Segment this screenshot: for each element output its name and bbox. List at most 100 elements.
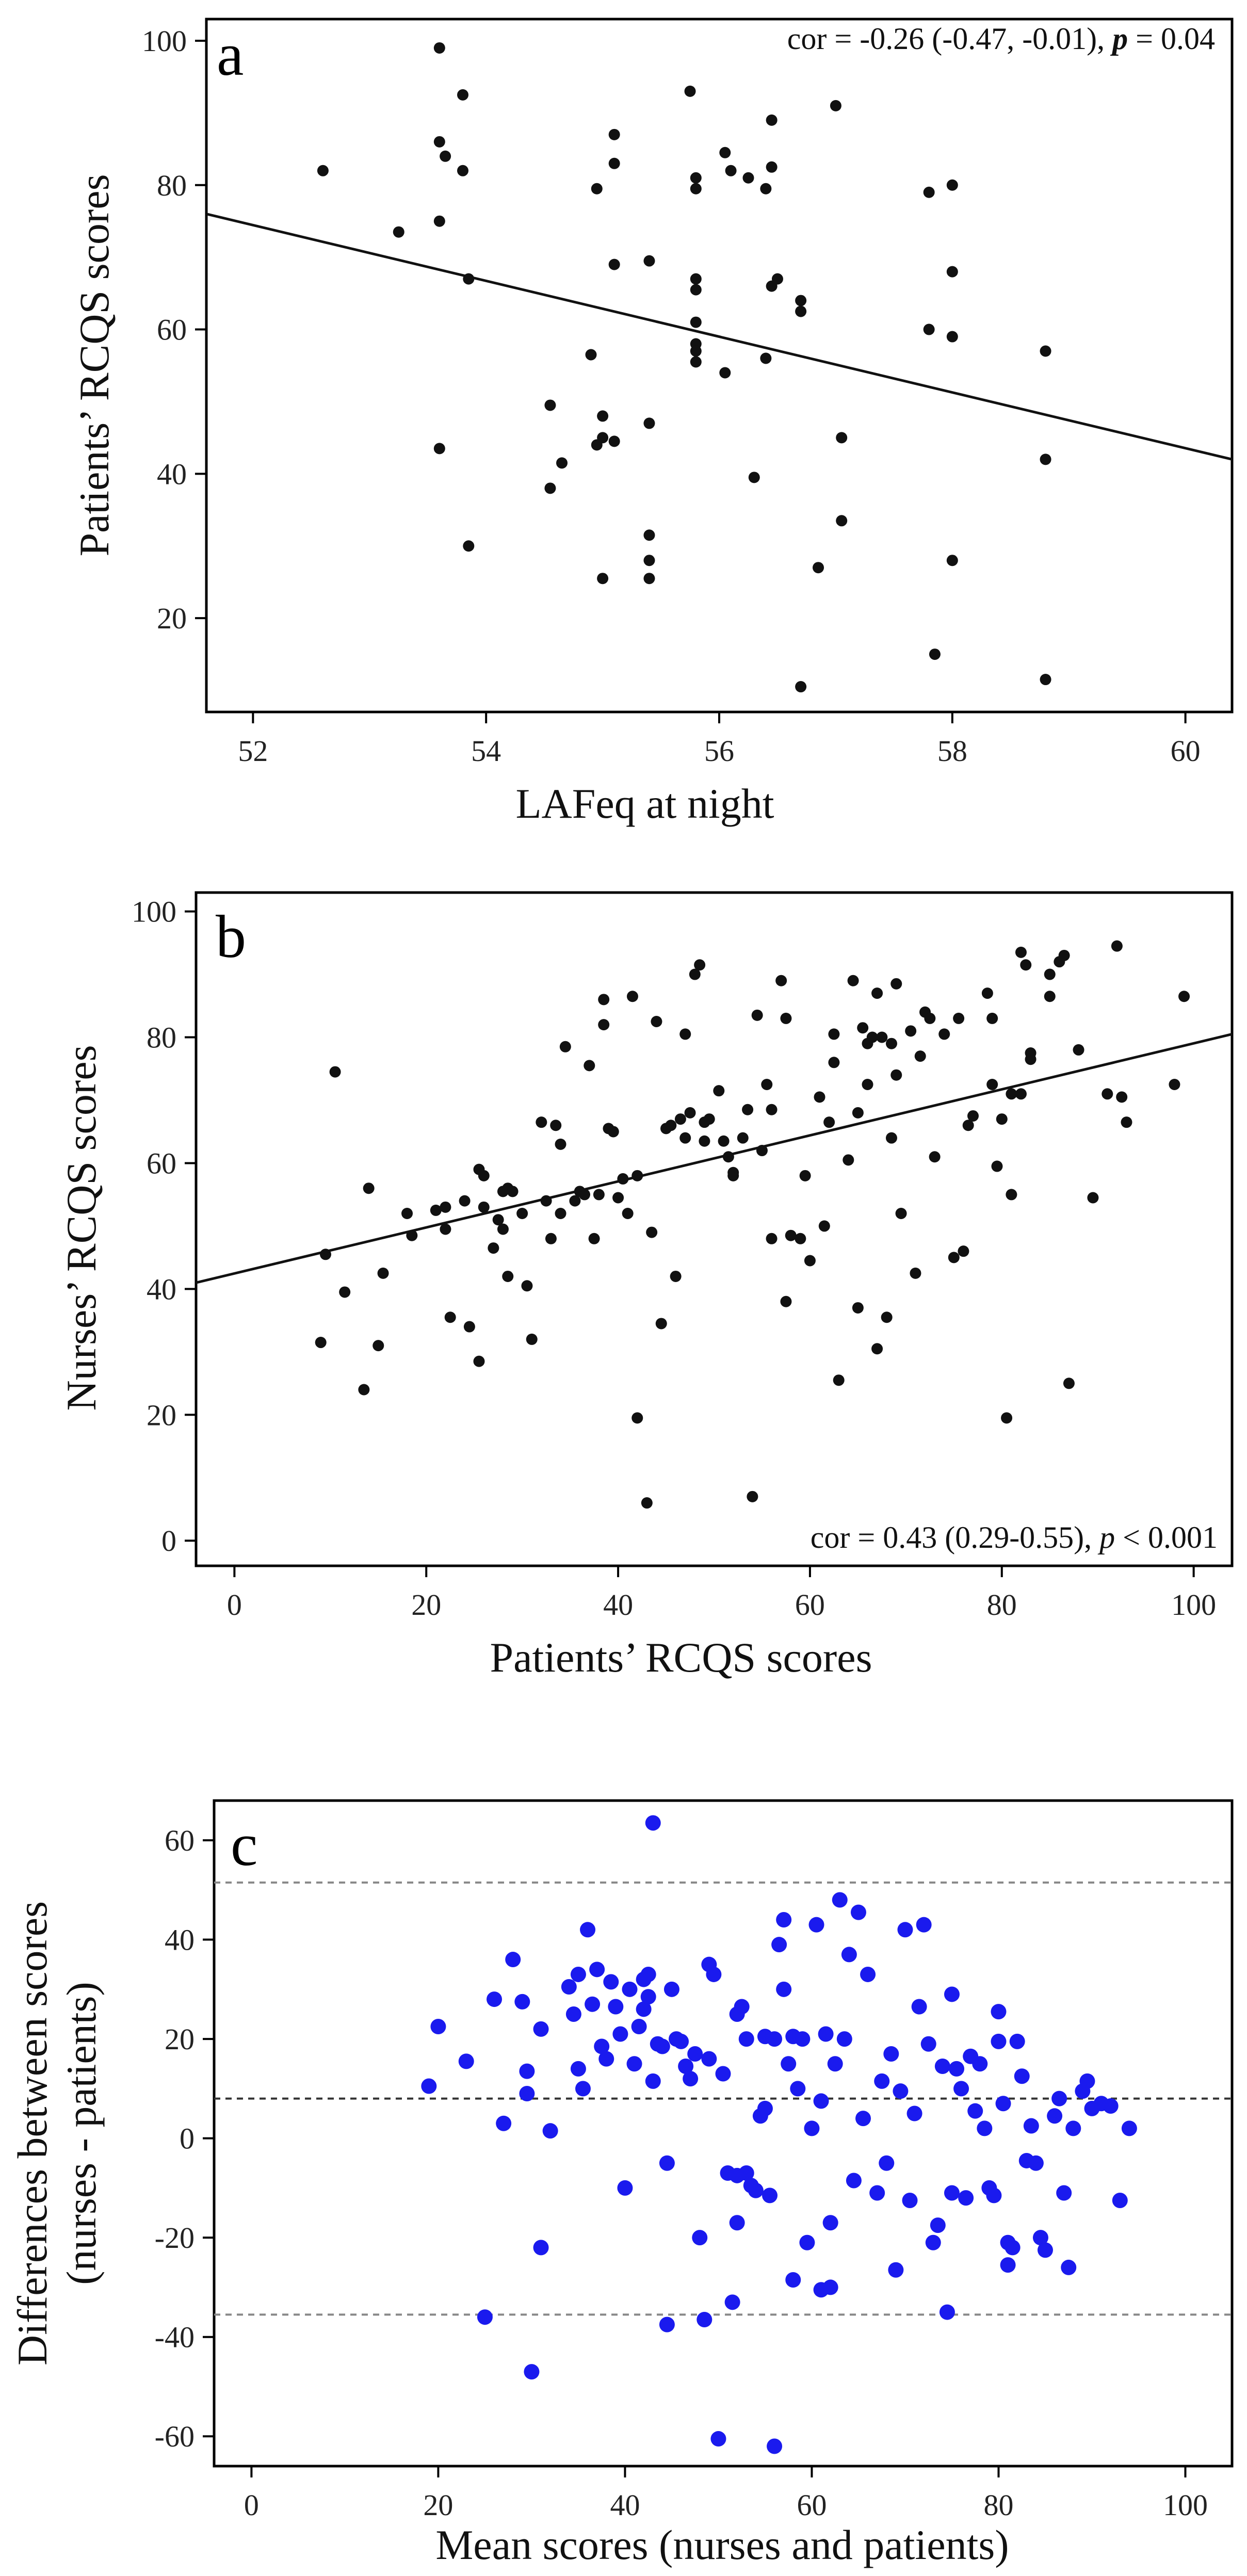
panel-c-y-tick-label: -40 <box>155 2321 195 2354</box>
panel-a-data-point <box>923 186 935 198</box>
panel-c-data-point <box>1000 2257 1016 2273</box>
panel-c-data-point <box>836 2031 852 2047</box>
panel-a-data-point <box>457 89 468 101</box>
panel-c-data-point <box>781 2056 797 2072</box>
panel-b-data-point <box>655 1318 667 1330</box>
panel-a-data-point <box>766 280 778 292</box>
panel-c-data-point <box>916 1917 932 1933</box>
panel-c-data-point <box>822 2279 838 2295</box>
panel-a-regression-line <box>206 213 1233 461</box>
panel-b-data-point <box>699 1135 710 1147</box>
panel-a-data-point <box>929 649 941 660</box>
panel-b-data-point <box>890 1069 902 1081</box>
panel-b-data-point <box>1111 940 1123 952</box>
panel-c-data-point <box>687 2046 703 2062</box>
panel-b-data-point <box>910 1267 921 1279</box>
panel-c-data-point <box>683 2071 699 2087</box>
panel-b-data-point <box>833 1374 845 1386</box>
panel-b-data-point <box>852 1107 864 1119</box>
panel-c-data-point <box>991 2004 1007 2020</box>
panel-a-data-point <box>597 573 609 585</box>
panel-a-data-point <box>766 114 778 126</box>
panel-c-data-point <box>622 1981 638 1997</box>
panel-b-data-point <box>895 1208 907 1220</box>
panel-b-data-point <box>1001 1412 1013 1424</box>
panel-a-x-tick-label: 56 <box>704 734 734 768</box>
panel-a-data-point <box>690 356 702 368</box>
panel-b-data-point <box>1087 1192 1099 1204</box>
panel-b-data-point <box>555 1138 566 1150</box>
panel-b-x-tick-label: 80 <box>987 1588 1017 1622</box>
panel-a-annotation-p: p <box>1110 22 1128 56</box>
panel-c-data-point <box>1056 2185 1072 2201</box>
panel-c-y-tick-label: -60 <box>155 2420 195 2453</box>
panel-c-data-point <box>585 1996 601 2012</box>
panel-c-plot-frame <box>213 1799 1234 2468</box>
panel-b-data-point <box>401 1208 413 1220</box>
panel-b-data-point <box>315 1337 327 1349</box>
panel-c-data-point <box>701 2051 717 2067</box>
panel-c-data-point <box>1009 2033 1025 2049</box>
panel-b-data-point <box>862 1078 873 1090</box>
panel-a-annotation-pre: cor = -0.26 (-0.47, -0.01), <box>787 22 1112 56</box>
panel-a-y-tick-label: 80 <box>157 169 187 202</box>
panel-c-data-point <box>1103 2098 1119 2114</box>
panel-c-y-tick-label: 40 <box>165 1923 195 1957</box>
panel-b-data-point <box>885 1132 897 1144</box>
panel-a-data-point <box>742 172 754 184</box>
panel-a-data-point <box>690 345 702 357</box>
panel-c-data-point <box>659 2155 675 2171</box>
panel-a-data-point <box>725 165 737 176</box>
panel-a-data-point <box>830 100 841 111</box>
panel-c-data-point <box>1023 2118 1039 2134</box>
panel-a-data-point <box>433 136 445 148</box>
panel-a-data-point <box>766 161 778 173</box>
panel-a-data-point <box>643 573 655 585</box>
panel-b-data-point <box>737 1132 749 1144</box>
panel-c-x-axis-title: Mean scores (nurses and patients) <box>435 2521 1009 2568</box>
panel-b-data-point <box>1044 968 1056 980</box>
panel-c-data-point <box>565 2006 581 2022</box>
panel-b-data-point <box>559 1041 571 1052</box>
panel-b-y-tick-label: 40 <box>147 1272 176 1306</box>
panel-b-data-point <box>948 1252 960 1263</box>
panel-a-data-point <box>690 183 702 195</box>
panel-c-data-point <box>827 2056 843 2072</box>
panel-b-data-point <box>588 1233 600 1244</box>
panel-c-data-point <box>1112 2192 1128 2208</box>
panel-b-data-point <box>598 994 610 1006</box>
panel-c-data-point <box>822 2215 838 2231</box>
panel-a-label: a <box>217 21 244 88</box>
panel-c-data-point <box>617 2180 633 2196</box>
panel-c-data-point <box>920 2036 936 2052</box>
panel-b-data-point <box>871 1343 883 1355</box>
panel-b-data-point <box>703 1113 715 1125</box>
panel-b-correlation-annotation: cor = 0.43 (0.29-0.55), p < 0.001 <box>811 1520 1218 1554</box>
panel-c-data-point <box>673 2033 689 2049</box>
panel-b-data-point <box>962 1120 974 1131</box>
panel-c-data-point <box>939 2304 955 2320</box>
panel-b-data-point <box>967 1110 979 1122</box>
panel-b-data-point <box>641 1497 653 1509</box>
panel-c-data-point <box>906 2105 922 2121</box>
panel-b-data-point <box>521 1280 533 1292</box>
panel-c-x-tick-label: 40 <box>610 2488 640 2522</box>
panel-a-x-tick-label: 60 <box>1171 734 1201 768</box>
panel-a-data-point <box>946 179 958 191</box>
panel-a-data-point <box>760 352 772 364</box>
panel-c-data-point <box>589 1962 605 1978</box>
panel-b-data-point <box>804 1255 816 1267</box>
panel-b-data-point <box>871 987 883 999</box>
panel-c-data-point <box>477 2309 493 2325</box>
panel-c-data-point <box>841 1947 857 1963</box>
panel-b-data-point <box>1169 1078 1180 1090</box>
panel-c-data-point <box>697 2312 712 2328</box>
panel-b-regression-line <box>196 1032 1233 1284</box>
panel-b-data-point <box>1116 1091 1128 1103</box>
panel-a-regression-segment <box>206 213 1233 461</box>
panel-b-data-point <box>742 1104 754 1115</box>
panel-c-y-axis-title-line1: Differences between scores <box>9 1901 56 2366</box>
panel-b-data-point <box>444 1311 456 1323</box>
panel-a-data-point <box>591 183 603 195</box>
panel-a-points <box>317 42 1051 693</box>
